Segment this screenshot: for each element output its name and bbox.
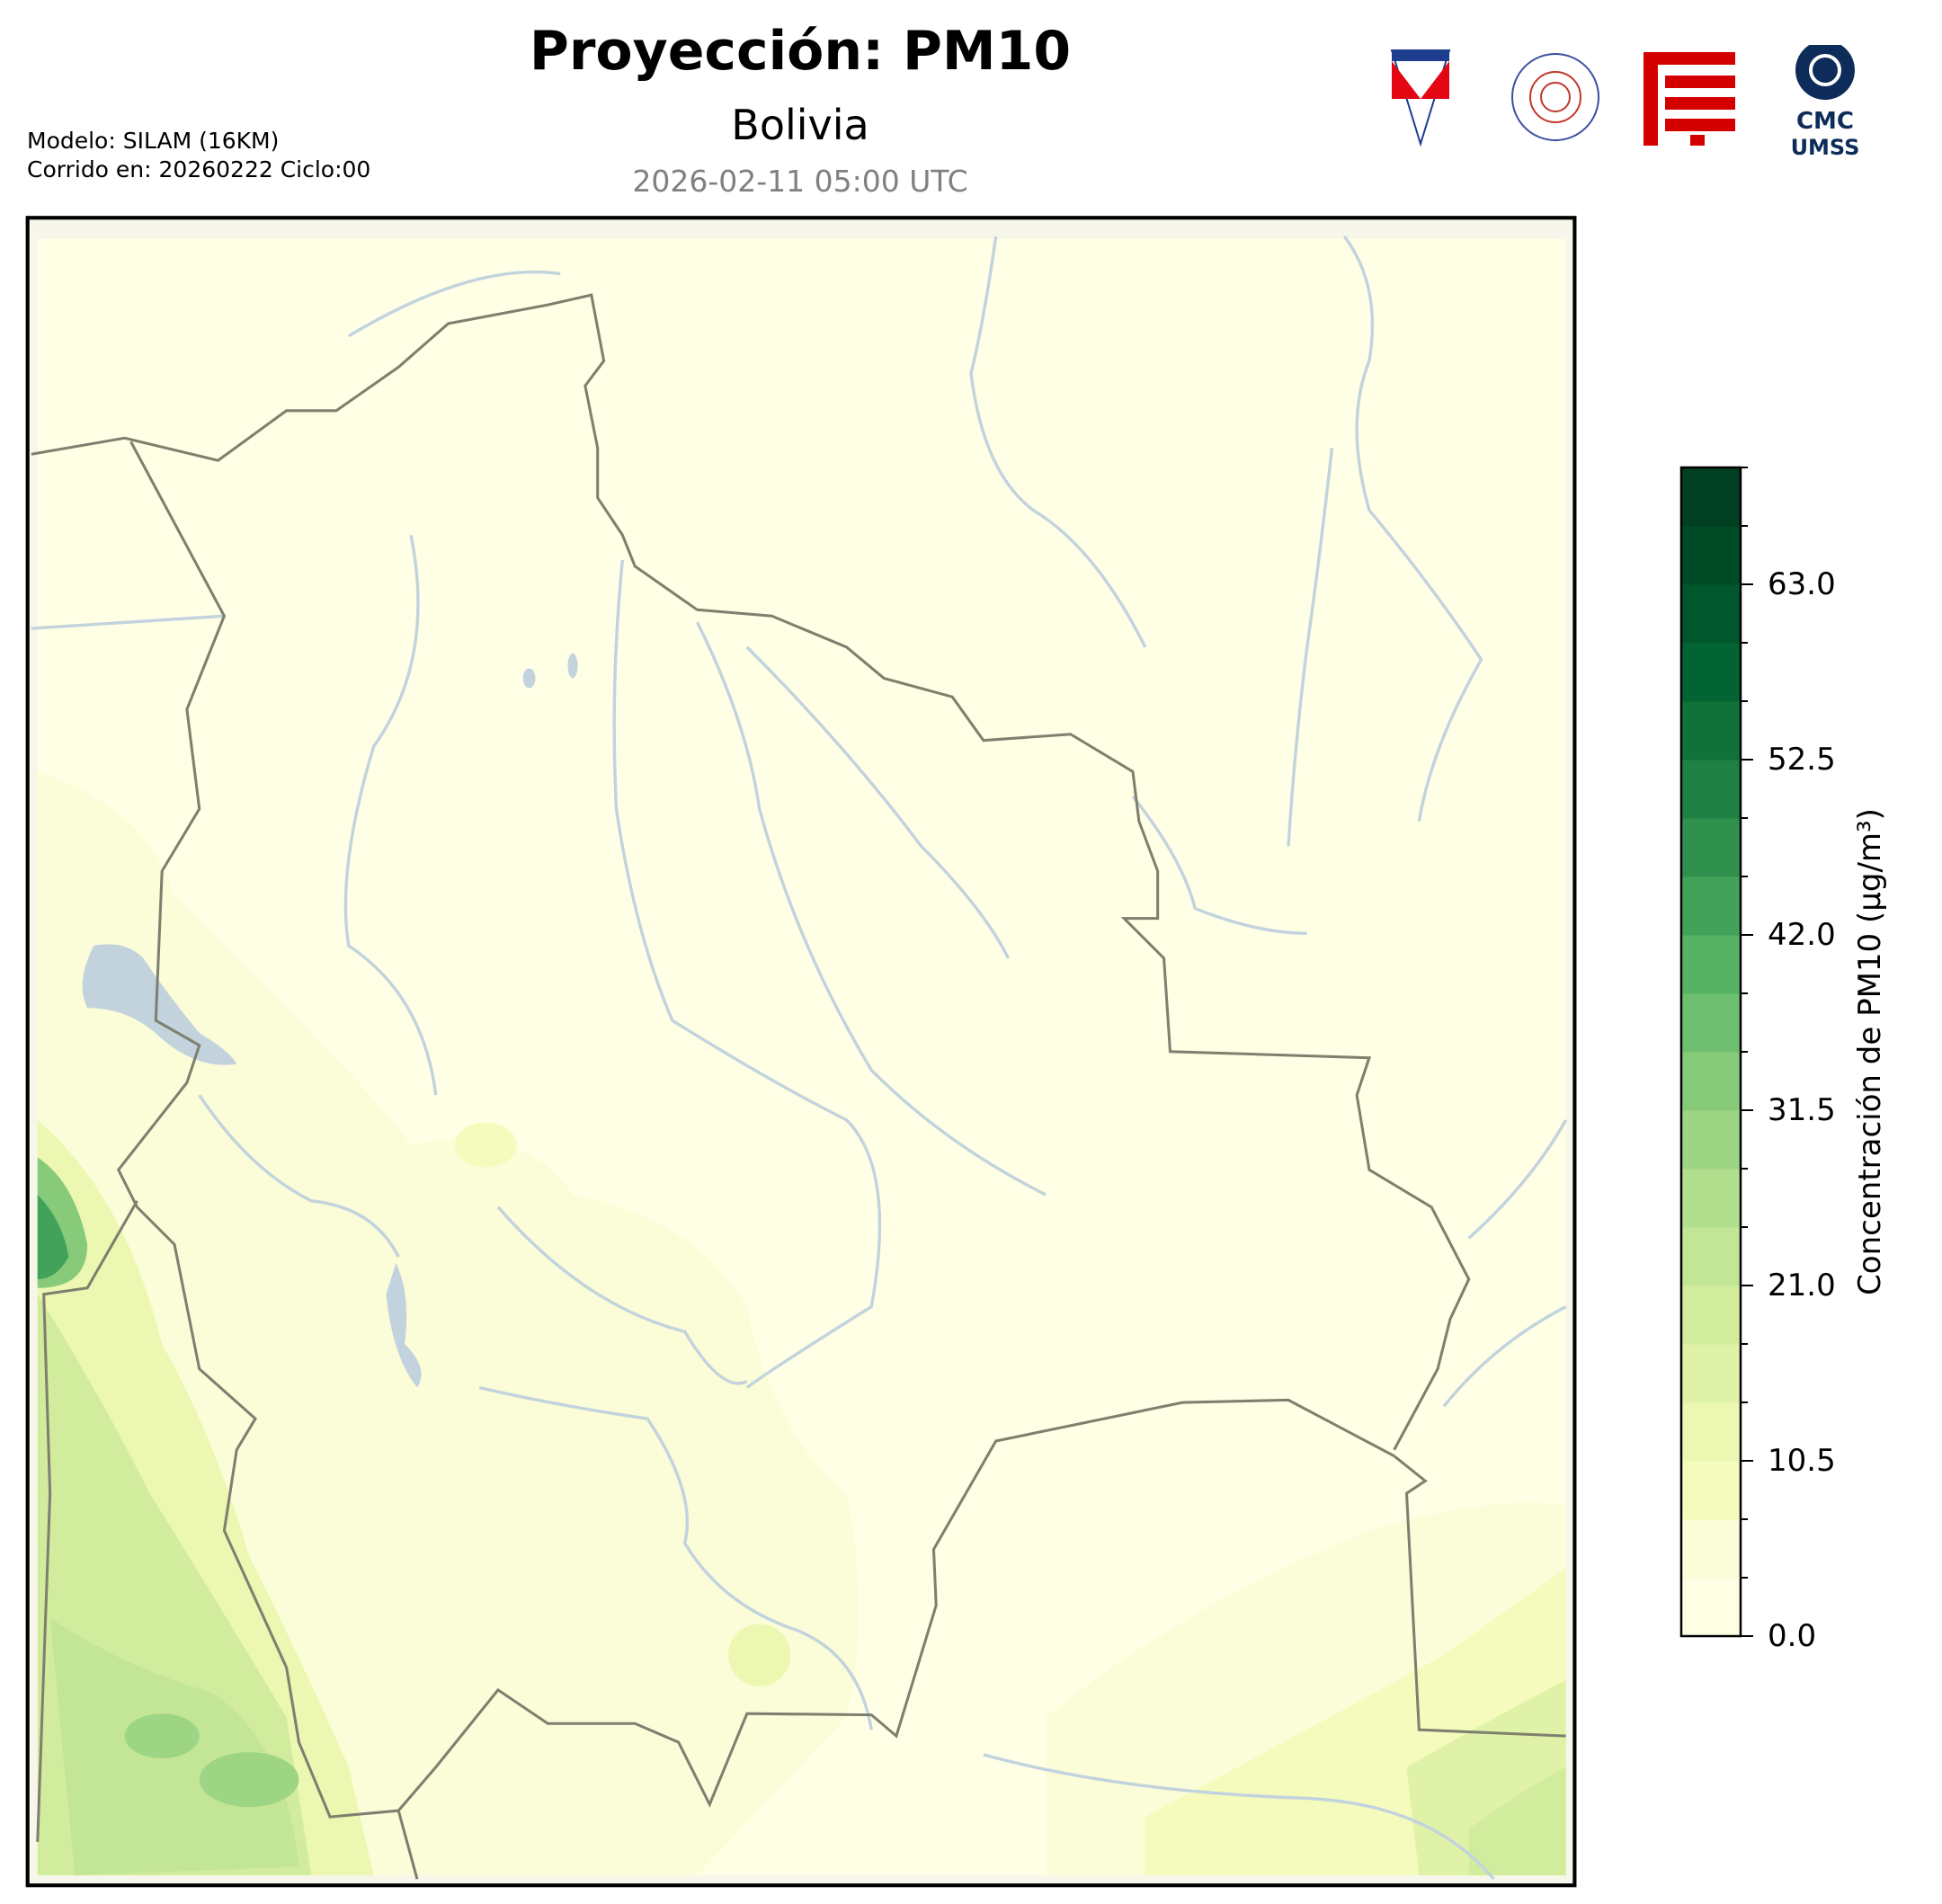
colorbar-bin [1681,701,1741,761]
map-subtitle: Bolivia [731,101,869,149]
colorbar [1679,466,1753,1638]
svg-text:CMC: CMC [1796,108,1854,135]
map-frame [25,216,1577,1888]
colorbar-bin [1681,1169,1741,1228]
colorbar-bin [1681,467,1741,527]
colorbar-tick-label: 52.5 [1768,742,1836,778]
rivers [31,235,1568,1881]
svg-text:UMSS: UMSS [1791,135,1860,160]
colorbar-bin [1681,526,1741,585]
bolivia-border [31,293,1471,1819]
colorbar-bin [1681,818,1741,877]
forecast-datetime: 2026-02-11 05:00 UTC [632,164,968,199]
colorbar-bin [1681,1227,1741,1286]
colorbar-bin [1681,1519,1741,1579]
colorbar-bin [1681,876,1741,936]
map-title: Proyección: PM10 [529,20,1072,83]
colorbar-bin [1681,1402,1741,1462]
logos: CMC UMSS [1390,45,1860,160]
colorbar-bin [1681,1578,1741,1637]
lake-titicaca [82,944,237,1065]
colorbar-bin [1681,993,1741,1053]
pm10-contours [37,771,1566,1876]
argentina-paraguay-border [1393,1455,1566,1738]
colorbar-bin [1681,760,1741,819]
colorbar-bin [1681,1461,1741,1520]
colorbar-tick-label: 42.0 [1768,917,1836,953]
departamento-fisica-seal [1511,53,1599,141]
colorbar-bin [1681,1110,1741,1170]
colorbar-tick-label: 0.0 [1768,1618,1817,1654]
model-info: Modelo: SILAM (16KM) [27,128,280,154]
cmc-umss-logo: CMC UMSS [1791,45,1860,160]
colorbar-bin [1681,1344,1741,1403]
colorbar-tick-label: 10.5 [1768,1443,1836,1479]
run-info: Corrido en: 20260222 Ciclo:00 [27,156,371,182]
country-borders [31,293,1566,1880]
colorbar-label: Concentración de PM10 (µg/m³) [1852,808,1888,1295]
colorbar-bin [1681,935,1741,994]
colorbar-bin [1681,584,1741,644]
peru-chile-border [36,1200,138,1842]
colorbar-bin [1681,1286,1741,1345]
colorbar-tick-label: 63.0 [1768,566,1836,602]
colorbar-tick-label: 21.0 [1768,1268,1836,1303]
colorbar-bin [1681,1052,1741,1111]
lakes [82,653,578,1388]
lake-poopo [386,1263,422,1388]
colorbar-tick-label: 31.5 [1768,1092,1836,1128]
umss-shield-logo [1390,49,1451,147]
fcyt-logo [1644,52,1735,146]
colorbar-bin [1681,643,1741,702]
argentina-chile-border [396,1810,419,1880]
